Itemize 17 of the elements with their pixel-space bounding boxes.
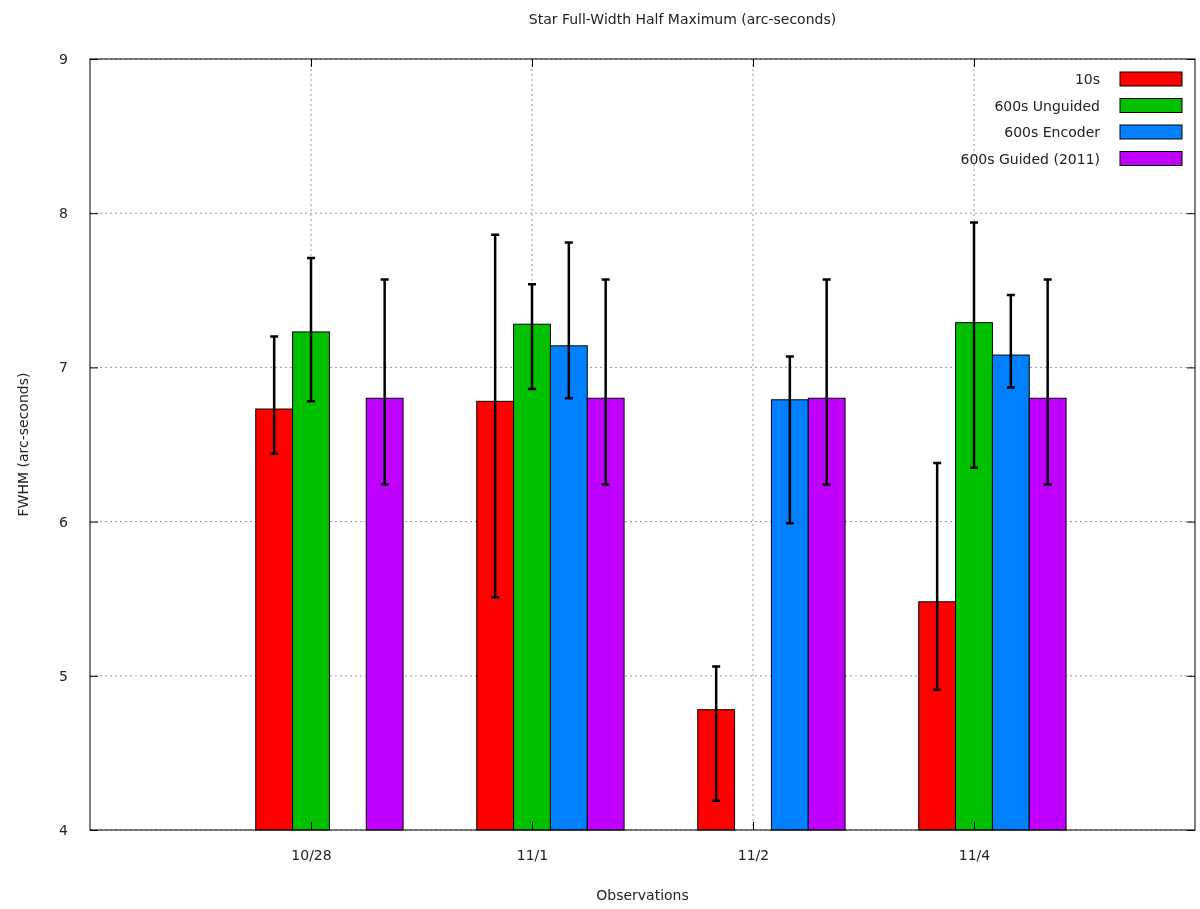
x-axis-title: Observations <box>596 887 689 903</box>
legend-label: 10s <box>1074 71 1100 87</box>
y-axis-title: FWHM (arc-seconds) <box>15 372 31 517</box>
x-tick-label: 10/28 <box>291 846 332 863</box>
y-tick-label: 5 <box>59 667 68 684</box>
y-tick-label: 9 <box>59 50 68 67</box>
legend-label: 600s Guided (2011) <box>960 150 1100 167</box>
x-tick-label: 11/1 <box>516 846 549 863</box>
chart-title: Star Full-Width Half Maximum (arc-seconds) <box>528 11 837 27</box>
x-tick-label: 11/2 <box>737 846 770 863</box>
y-tick-label: 8 <box>59 205 68 222</box>
x-tick-label: 11/4 <box>958 846 991 863</box>
legend-label: 600s Encoder <box>1004 124 1101 140</box>
y-tick-label: 6 <box>59 513 69 530</box>
legend-label: 600s Unguided <box>994 97 1100 114</box>
y-tick-label: 7 <box>59 359 68 376</box>
y-tick-label: 4 <box>59 821 69 838</box>
